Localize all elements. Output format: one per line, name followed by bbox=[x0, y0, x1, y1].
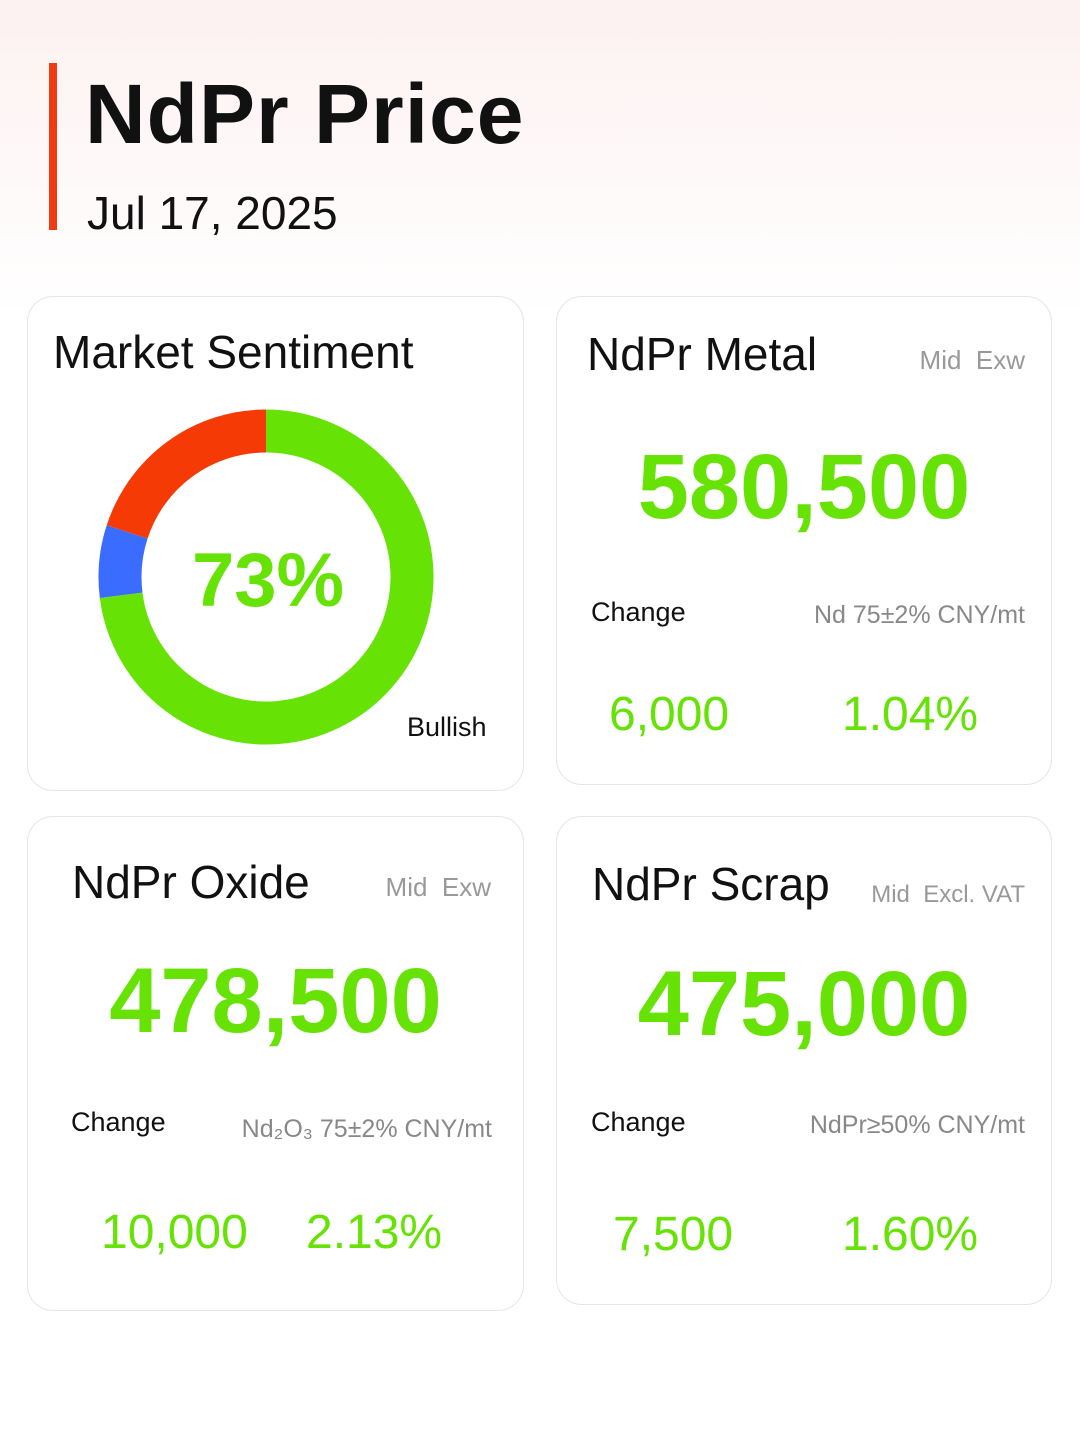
donut-segment-2 bbox=[106, 409, 267, 540]
page-title: NdPr Price bbox=[85, 67, 525, 161]
change-value: 10,000 bbox=[101, 1206, 248, 1259]
price-value: 475,000 bbox=[637, 953, 971, 1055]
page-date: Jul 17, 2025 bbox=[87, 187, 338, 239]
card-title: NdPr Oxide bbox=[72, 856, 310, 908]
change-value: 7,500 bbox=[613, 1208, 734, 1261]
change-value: 6,000 bbox=[609, 688, 730, 741]
price-basis-tag: Mid Excl. VAT bbox=[871, 881, 1025, 908]
market-sentiment-card: Market Sentiment 73% Bullish bbox=[27, 296, 524, 791]
donut-segment-0 bbox=[99, 409, 434, 745]
spec-label: Nd₂O₃ 75±2% CNY/mt bbox=[241, 1115, 492, 1143]
change-label: Change bbox=[591, 1107, 686, 1137]
card-title: NdPr Metal bbox=[587, 328, 818, 380]
change-percent: 1.60% bbox=[842, 1208, 979, 1261]
title-accent-bar bbox=[49, 63, 57, 230]
price-basis-tag: Mid Exw bbox=[385, 872, 491, 902]
price-value: 580,500 bbox=[637, 436, 971, 538]
card-title: Market Sentiment bbox=[53, 326, 414, 378]
change-percent: 2.13% bbox=[306, 1206, 443, 1259]
sentiment-label: Bullish bbox=[407, 712, 487, 742]
ndpr-metal-card: NdPr Metal Mid Exw 580,500 Change Nd 75±… bbox=[556, 296, 1052, 785]
price-basis-tag: Mid Exw bbox=[919, 345, 1025, 375]
card-title: NdPr Scrap bbox=[592, 858, 830, 910]
price-value: 478,500 bbox=[109, 950, 442, 1052]
donut-segment-1 bbox=[98, 525, 148, 598]
ndpr-scrap-card: NdPr Scrap Mid Excl. VAT 475,000 Change … bbox=[556, 816, 1052, 1305]
change-label: Change bbox=[71, 1107, 166, 1137]
change-label: Change bbox=[591, 597, 686, 627]
spec-label: NdPr≥50% CNY/mt bbox=[809, 1111, 1025, 1139]
sentiment-donut-chart bbox=[98, 409, 434, 745]
spec-label: Nd 75±2% CNY/mt bbox=[813, 601, 1025, 629]
change-percent: 1.04% bbox=[842, 688, 979, 741]
ndpr-oxide-card: NdPr Oxide Mid Exw 478,500 Change Nd₂O₃ … bbox=[27, 816, 524, 1311]
sentiment-percent: 73% bbox=[191, 538, 345, 623]
